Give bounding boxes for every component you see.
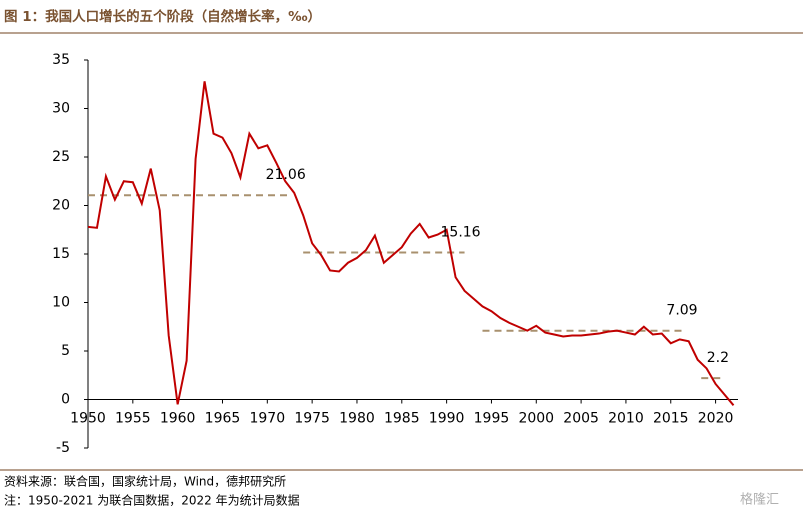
x-tick-label: 2010: [608, 411, 644, 427]
y-tick-label: 20: [52, 198, 70, 214]
x-tick-label: 2005: [563, 411, 599, 427]
x-tick-label: 1960: [160, 411, 196, 427]
x-tick-label: 1995: [474, 411, 510, 427]
y-tick-label: -5: [56, 440, 70, 456]
y-tick-label: 0: [61, 392, 70, 408]
data-line: [87, 81, 735, 406]
x-tick-label: 1990: [429, 411, 465, 427]
watermark: 格隆汇: [740, 492, 779, 508]
note: 注：1950-2021 为联合国数据，2022 年为统计局数据: [4, 493, 300, 508]
x-tick-label: 1985: [384, 411, 420, 427]
y-tick-label: 35: [52, 52, 70, 68]
x-tick-label: 1975: [294, 411, 330, 427]
source: 资料来源：联合国，国家统计局，Wind，德邦研究所: [4, 474, 286, 489]
x-tick-label: 1950: [70, 411, 106, 427]
y-tick-label: 5: [61, 343, 70, 359]
average-label: 21.06: [266, 167, 306, 183]
x-tick-label: 1970: [249, 411, 285, 427]
y-tick-label: 30: [52, 101, 70, 117]
chart-title: 图 1：我国人口增长的五个阶段（自然增长率，‰）: [4, 8, 321, 25]
y-tick-label: 25: [52, 149, 70, 165]
x-tick-label: 1980: [339, 411, 375, 427]
y-tick-label: 10: [52, 295, 70, 311]
average-label: 15.16: [441, 224, 481, 240]
x-tick-label: 2000: [518, 411, 554, 427]
average-label: 2.2: [707, 350, 729, 366]
y-tick-label: 15: [52, 246, 70, 262]
x-tick-label: 1955: [115, 411, 151, 427]
average-label: 7.09: [666, 303, 697, 319]
x-tick-label: 2015: [653, 411, 689, 427]
x-tick-label: 2020: [698, 411, 734, 427]
x-tick-label: 1965: [205, 411, 241, 427]
